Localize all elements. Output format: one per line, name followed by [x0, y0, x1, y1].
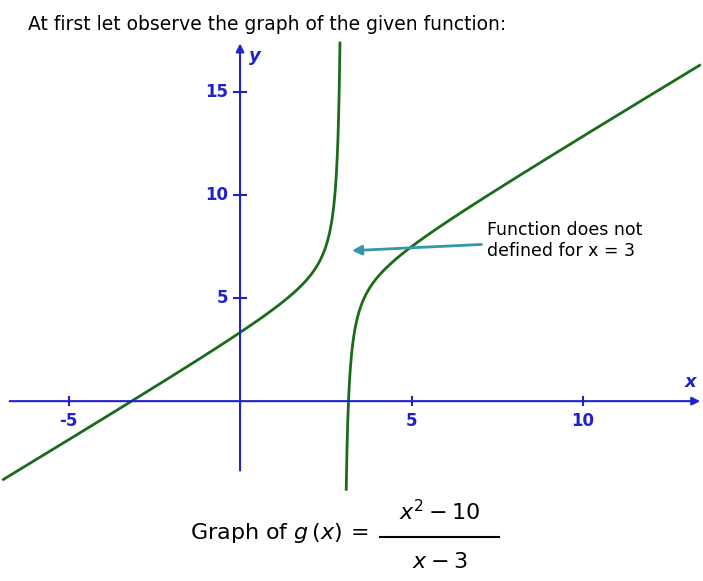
Text: Graph of $g\,(x)\,=$: Graph of $g\,(x)\,=$	[190, 521, 368, 545]
Text: 10: 10	[205, 186, 228, 204]
Text: 10: 10	[572, 413, 595, 431]
Text: -5: -5	[59, 413, 78, 431]
Text: y: y	[249, 47, 260, 65]
Point	[375, 534, 384, 541]
Text: $x-3$: $x-3$	[412, 552, 467, 572]
Text: 15: 15	[205, 83, 228, 101]
Text: 5: 5	[217, 289, 228, 307]
Text: At first let observe the graph of the given function:: At first let observe the graph of the gi…	[28, 15, 506, 34]
Text: $x^2-10$: $x^2-10$	[399, 498, 480, 524]
Text: Function does not
defined for x = 3: Function does not defined for x = 3	[355, 221, 643, 260]
Text: x: x	[685, 373, 696, 391]
Point	[495, 534, 503, 541]
Text: 5: 5	[406, 413, 418, 431]
